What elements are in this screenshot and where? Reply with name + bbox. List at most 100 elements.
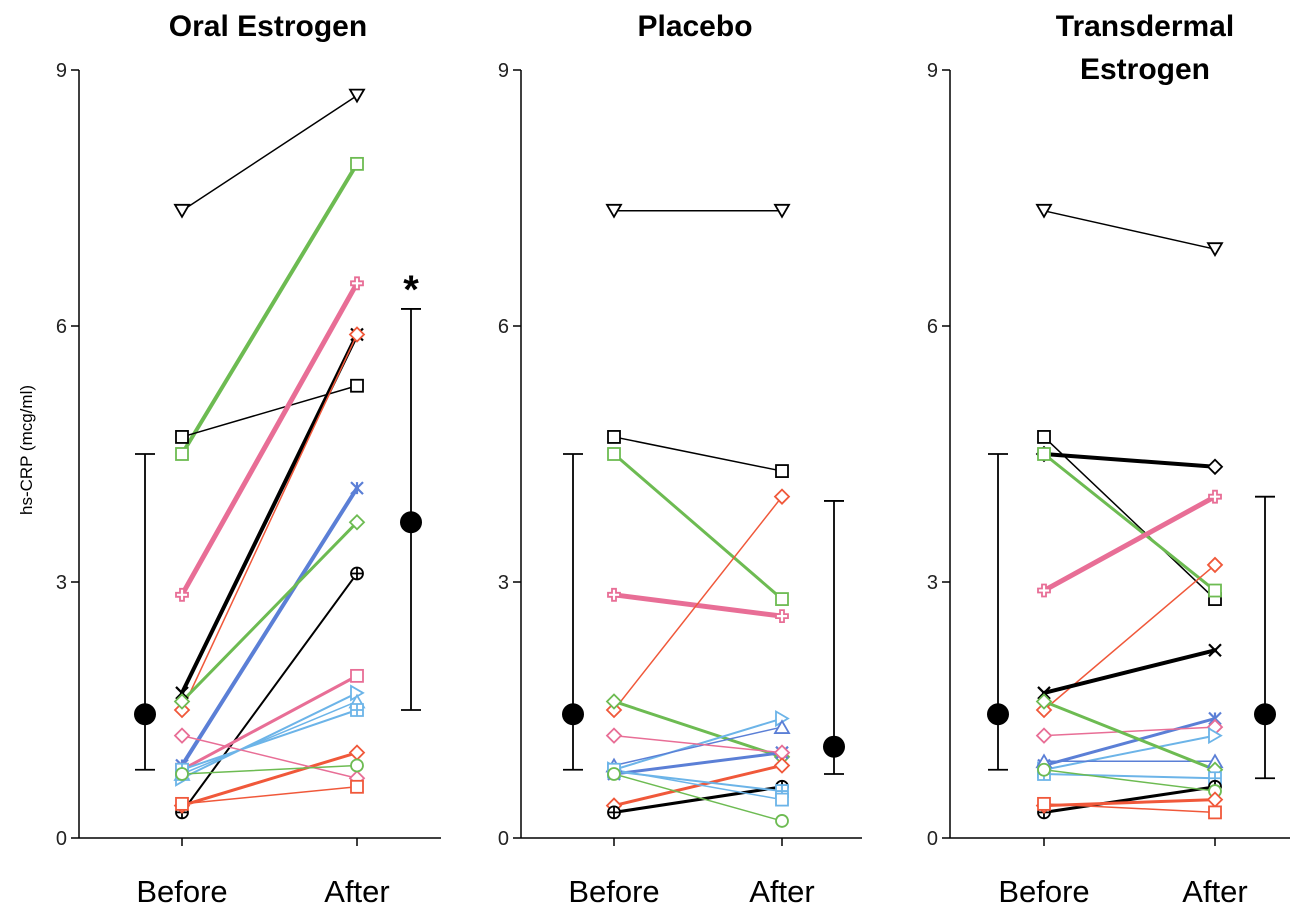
series-line xyxy=(1043,773,1216,780)
x-category-label: Before xyxy=(568,874,659,909)
panel-title: Placebo xyxy=(637,10,752,43)
data-point xyxy=(607,767,621,781)
series-line xyxy=(612,452,784,601)
data-point xyxy=(1035,701,1053,719)
data-point xyxy=(348,744,366,761)
y-tick-label: 3 xyxy=(927,572,938,594)
data-point xyxy=(1035,693,1053,710)
series-line xyxy=(181,94,358,212)
y-axis-label: hs-CRP (mcg/ml) xyxy=(17,385,36,515)
x-category-label: Before xyxy=(136,874,227,909)
data-point xyxy=(350,378,364,393)
series-line xyxy=(180,674,359,772)
data-point xyxy=(605,693,623,710)
x-category-label: After xyxy=(324,874,389,909)
data-point xyxy=(173,693,191,710)
panel-2: Placebo 0 3 6 9 Before After xyxy=(498,10,862,909)
y-tick-label: 0 xyxy=(56,828,67,850)
data-point xyxy=(605,727,623,744)
panel-title: Oral Estrogen xyxy=(169,10,367,43)
series-line xyxy=(181,700,358,775)
data-point xyxy=(175,447,189,461)
data-point xyxy=(607,805,621,820)
x-category-label: After xyxy=(1182,874,1247,909)
summary-mean-point xyxy=(987,703,1009,726)
series-line xyxy=(181,764,358,775)
series-line xyxy=(181,709,358,771)
series-line xyxy=(613,773,783,822)
data-point xyxy=(775,792,789,807)
y-tick-label: 3 xyxy=(498,572,509,594)
data-point xyxy=(350,481,364,495)
y-tick-label: 0 xyxy=(927,828,938,850)
series-line xyxy=(180,751,359,808)
series-line xyxy=(1043,803,1216,814)
data-point xyxy=(350,566,364,581)
data-point xyxy=(348,513,366,531)
series-line xyxy=(180,486,359,768)
data-point xyxy=(350,758,364,773)
data-point xyxy=(175,587,189,602)
summary-mean-point xyxy=(400,511,422,534)
data-point xyxy=(175,686,189,700)
panel-1: Oral Estrogen 0 3 6 9 Before After * xyxy=(56,10,441,909)
data-point xyxy=(605,203,623,219)
data-point xyxy=(173,727,191,744)
data-point xyxy=(1208,489,1222,504)
data-point xyxy=(775,464,789,478)
panel-title: Estrogen xyxy=(1080,53,1210,86)
data-point xyxy=(773,203,791,219)
data-point xyxy=(607,587,621,602)
series-line xyxy=(613,436,783,472)
data-point xyxy=(1035,203,1053,219)
series-line xyxy=(611,592,785,619)
series-line xyxy=(613,768,783,801)
series-line xyxy=(180,161,359,456)
data-point xyxy=(1037,762,1051,777)
data-point xyxy=(1208,727,1223,745)
series-line xyxy=(612,699,784,759)
data-point xyxy=(1037,430,1051,444)
data-point xyxy=(350,156,364,171)
data-point xyxy=(350,668,364,683)
data-point xyxy=(350,779,364,794)
data-point xyxy=(775,814,789,828)
y-tick-label: 3 xyxy=(56,572,67,594)
data-point xyxy=(1208,805,1222,820)
data-point xyxy=(175,430,189,444)
series-line xyxy=(1043,734,1216,771)
data-point xyxy=(1208,583,1222,598)
series-line xyxy=(1042,648,1217,695)
summary-mean-point xyxy=(134,703,156,726)
data-point xyxy=(1206,556,1224,574)
data-point xyxy=(1035,727,1053,744)
series-line xyxy=(612,763,784,808)
data-point xyxy=(605,701,623,719)
series-line xyxy=(612,785,784,814)
data-point xyxy=(1037,583,1051,598)
series-line xyxy=(1043,726,1216,737)
series-line xyxy=(180,332,359,695)
y-tick-label: 9 xyxy=(56,60,67,82)
series-line xyxy=(612,751,784,776)
y-tick-label: 0 xyxy=(498,828,509,850)
significance-mark: * xyxy=(403,268,419,312)
series-line xyxy=(1042,452,1217,469)
data-point xyxy=(775,609,789,624)
data-point xyxy=(173,203,191,219)
panel-title: Transdermal xyxy=(1056,10,1234,43)
y-tick-label: 6 xyxy=(56,316,67,338)
series-line xyxy=(1043,768,1216,792)
data-point xyxy=(1037,686,1051,700)
data-point xyxy=(773,488,791,505)
data-point xyxy=(1037,796,1051,811)
x-category-label: Before xyxy=(998,874,1089,909)
data-point xyxy=(607,430,621,444)
series-line xyxy=(181,333,358,711)
series-line xyxy=(1042,452,1217,593)
summary-mean-point xyxy=(1254,703,1276,726)
series-line xyxy=(613,734,783,754)
series-line xyxy=(181,786,358,805)
